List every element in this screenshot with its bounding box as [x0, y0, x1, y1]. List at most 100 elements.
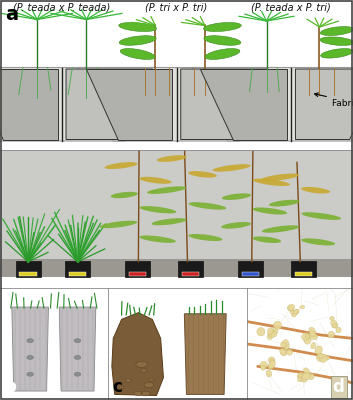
Ellipse shape	[74, 372, 81, 376]
Ellipse shape	[189, 202, 226, 210]
Ellipse shape	[119, 22, 157, 32]
Ellipse shape	[136, 361, 148, 368]
FancyBboxPatch shape	[0, 259, 353, 277]
Ellipse shape	[290, 310, 294, 314]
Text: d: d	[333, 378, 345, 396]
Ellipse shape	[188, 171, 217, 178]
Text: b: b	[4, 378, 16, 396]
Ellipse shape	[74, 356, 81, 359]
Ellipse shape	[139, 206, 176, 214]
Ellipse shape	[260, 362, 268, 368]
Ellipse shape	[144, 382, 154, 388]
Ellipse shape	[189, 234, 222, 241]
Ellipse shape	[104, 162, 138, 169]
Polygon shape	[192, 68, 353, 141]
Ellipse shape	[281, 342, 286, 348]
Ellipse shape	[222, 193, 251, 200]
Ellipse shape	[292, 312, 297, 317]
Ellipse shape	[300, 306, 305, 309]
Polygon shape	[78, 68, 275, 141]
Ellipse shape	[320, 26, 353, 36]
FancyBboxPatch shape	[238, 261, 263, 277]
Ellipse shape	[257, 328, 265, 336]
Text: c: c	[112, 378, 122, 396]
Ellipse shape	[204, 36, 241, 45]
Ellipse shape	[321, 48, 353, 58]
Ellipse shape	[316, 353, 324, 361]
Ellipse shape	[301, 187, 330, 194]
Ellipse shape	[100, 221, 137, 228]
Ellipse shape	[221, 222, 251, 229]
Ellipse shape	[253, 208, 287, 214]
Ellipse shape	[266, 370, 272, 377]
Ellipse shape	[149, 378, 154, 381]
Ellipse shape	[125, 379, 132, 382]
Ellipse shape	[269, 360, 275, 368]
Ellipse shape	[272, 328, 278, 334]
Ellipse shape	[120, 48, 155, 60]
FancyBboxPatch shape	[295, 272, 312, 276]
Polygon shape	[66, 69, 153, 140]
Ellipse shape	[309, 331, 316, 337]
Ellipse shape	[301, 238, 335, 246]
Ellipse shape	[330, 316, 334, 320]
Ellipse shape	[280, 348, 286, 355]
Ellipse shape	[213, 164, 251, 172]
Ellipse shape	[293, 309, 299, 314]
Ellipse shape	[139, 177, 172, 184]
Ellipse shape	[287, 349, 293, 355]
Ellipse shape	[262, 225, 299, 233]
Ellipse shape	[304, 368, 310, 375]
FancyBboxPatch shape	[19, 272, 37, 276]
Ellipse shape	[315, 346, 322, 354]
Ellipse shape	[297, 372, 305, 378]
Ellipse shape	[336, 327, 341, 333]
FancyBboxPatch shape	[242, 272, 259, 276]
Ellipse shape	[205, 48, 240, 60]
Ellipse shape	[27, 339, 34, 342]
Ellipse shape	[119, 36, 156, 45]
FancyBboxPatch shape	[65, 261, 90, 277]
Ellipse shape	[268, 357, 275, 363]
Ellipse shape	[270, 329, 276, 336]
Ellipse shape	[27, 356, 34, 359]
Ellipse shape	[305, 334, 310, 338]
Ellipse shape	[304, 336, 311, 344]
Ellipse shape	[269, 200, 299, 206]
Ellipse shape	[301, 212, 341, 220]
Ellipse shape	[252, 236, 281, 243]
Ellipse shape	[261, 174, 299, 181]
Ellipse shape	[253, 179, 290, 186]
Polygon shape	[85, 69, 172, 140]
Ellipse shape	[267, 328, 273, 335]
Ellipse shape	[301, 375, 308, 382]
Ellipse shape	[317, 354, 323, 358]
Ellipse shape	[151, 218, 186, 225]
Text: Fabric bags: Fabric bags	[315, 93, 353, 108]
Polygon shape	[181, 69, 268, 140]
Ellipse shape	[111, 192, 138, 198]
Ellipse shape	[331, 320, 337, 328]
Ellipse shape	[298, 377, 301, 382]
Polygon shape	[200, 69, 287, 140]
Ellipse shape	[302, 373, 310, 380]
Ellipse shape	[203, 22, 241, 32]
FancyBboxPatch shape	[69, 272, 86, 276]
Ellipse shape	[268, 363, 274, 369]
Ellipse shape	[288, 306, 294, 311]
FancyBboxPatch shape	[291, 261, 316, 277]
Ellipse shape	[298, 374, 305, 382]
FancyBboxPatch shape	[178, 261, 203, 277]
Ellipse shape	[328, 332, 335, 338]
Polygon shape	[295, 69, 353, 140]
FancyBboxPatch shape	[16, 261, 41, 277]
Ellipse shape	[284, 342, 289, 350]
Ellipse shape	[274, 321, 282, 330]
Ellipse shape	[332, 324, 337, 328]
Ellipse shape	[27, 372, 34, 376]
Ellipse shape	[309, 327, 316, 335]
Ellipse shape	[134, 391, 142, 396]
Text: (P. tri x P. tri): (P. tri x P. tri)	[145, 3, 208, 13]
Ellipse shape	[288, 304, 295, 311]
Ellipse shape	[302, 333, 310, 340]
